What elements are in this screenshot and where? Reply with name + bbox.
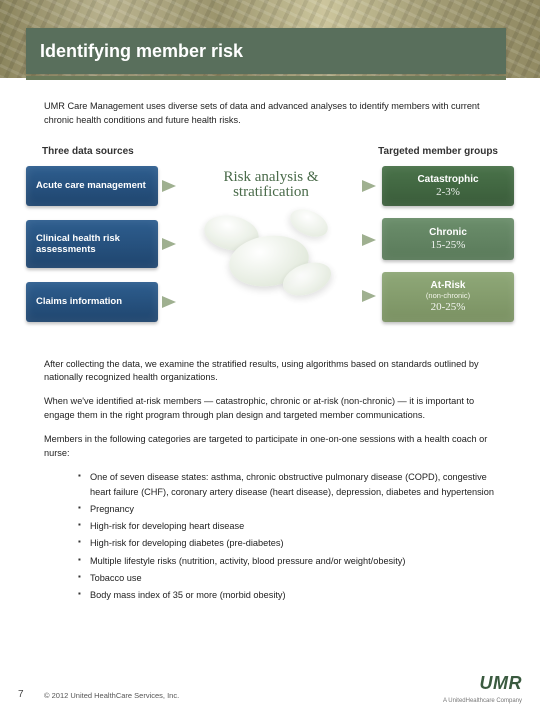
- list-item: One of seven disease states: asthma, chr…: [78, 470, 496, 499]
- target-title: Chronic: [382, 227, 514, 238]
- list-item: Multiple lifestyle risks (nutrition, act…: [78, 554, 496, 568]
- target-pct: 2-3%: [382, 186, 514, 198]
- list-item: Tobacco use: [78, 571, 496, 585]
- intro-paragraph: UMR Care Management uses diverse sets of…: [44, 100, 496, 128]
- source-box-acute: Acute care management: [26, 166, 158, 206]
- source-box-clinical: Clinical health risk assessments: [26, 220, 158, 268]
- arrow-icon: [362, 234, 376, 246]
- footer: 7 © 2012 United HealthCare Services, Inc…: [0, 678, 540, 708]
- source-box-label: Clinical health risk assessments: [36, 233, 148, 255]
- logo-subtitle: A UnitedHealthcare Company: [443, 698, 522, 704]
- left-column-header: Three data sources: [42, 146, 134, 157]
- list-item: High-risk for developing heart disease: [78, 519, 496, 533]
- paragraph: Members in the following categories are …: [44, 433, 496, 461]
- copyright: © 2012 United HealthCare Services, Inc.: [44, 691, 179, 700]
- header-bar: Identifying member risk: [26, 28, 506, 74]
- target-title: At-Risk: [382, 280, 514, 291]
- source-box-label: Acute care management: [36, 180, 148, 191]
- target-title: Catastrophic: [382, 174, 514, 185]
- arrow-icon: [362, 290, 376, 302]
- list-item: Pregnancy: [78, 502, 496, 516]
- target-pct: 20-25%: [382, 301, 514, 313]
- arrow-icon: [162, 180, 176, 192]
- target-box-catastrophic: Catastrophic 2-3%: [382, 166, 514, 206]
- paragraph: After collecting the data, we examine th…: [44, 358, 496, 386]
- target-sub: (non-chronic): [382, 291, 514, 300]
- source-box-claims: Claims information: [26, 282, 158, 322]
- page-number: 7: [18, 689, 24, 700]
- list-item: High-risk for developing diabetes (pre-d…: [78, 536, 496, 550]
- target-pct: 15-25%: [382, 239, 514, 251]
- target-box-atrisk: At-Risk (non-chronic) 20-25%: [382, 272, 514, 322]
- arrow-icon: [362, 180, 376, 192]
- source-box-label: Claims information: [36, 296, 148, 307]
- arrow-icon: [162, 238, 176, 250]
- right-column-header: Targeted member groups: [378, 146, 498, 157]
- content-area: UMR Care Management uses diverse sets of…: [44, 100, 496, 605]
- arrow-icon: [162, 296, 176, 308]
- risk-diagram: Three data sources Targeted member group…: [18, 142, 522, 342]
- umr-logo: UMR: [480, 673, 523, 694]
- list-item: Body mass index of 35 or more (morbid ob…: [78, 588, 496, 602]
- page-title: Identifying member risk: [40, 41, 243, 62]
- center-label: Risk analysis & stratification: [196, 170, 346, 202]
- bullet-list: One of seven disease states: asthma, chr…: [78, 470, 496, 602]
- paragraph: When we've identified at-risk members — …: [44, 395, 496, 423]
- target-box-chronic: Chronic 15-25%: [382, 218, 514, 260]
- center-swirl-graphic: [194, 206, 344, 316]
